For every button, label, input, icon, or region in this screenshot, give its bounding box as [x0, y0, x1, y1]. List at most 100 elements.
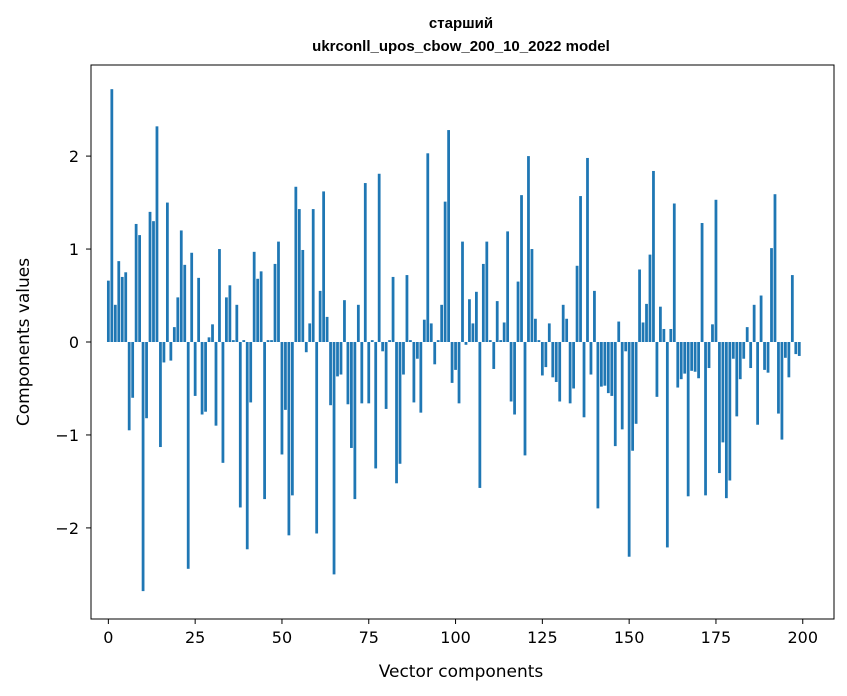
bar	[249, 342, 253, 403]
bar	[770, 248, 773, 342]
bar	[429, 323, 433, 342]
bar	[773, 194, 777, 342]
bar	[565, 318, 569, 342]
bar	[165, 202, 169, 342]
bar	[273, 263, 277, 342]
bar	[544, 342, 548, 368]
y-tick-label: 1	[69, 240, 79, 259]
bar	[329, 342, 332, 406]
bar	[384, 342, 388, 409]
y-axis-label: Components values	[14, 258, 34, 426]
bar	[231, 340, 235, 342]
bar	[162, 342, 166, 363]
bar	[270, 340, 273, 342]
bar	[343, 300, 346, 342]
bar	[738, 342, 742, 380]
bar	[322, 191, 326, 342]
bar	[787, 342, 791, 378]
bar	[617, 321, 621, 342]
bar	[433, 342, 437, 365]
bar	[263, 342, 266, 500]
x-tick-label: 50	[272, 628, 292, 647]
bar	[131, 342, 135, 398]
bar	[690, 342, 694, 371]
bar	[579, 196, 582, 342]
bar	[374, 342, 378, 469]
x-tick-label: 75	[359, 628, 379, 647]
bar	[106, 280, 110, 342]
bar	[749, 342, 753, 369]
bar	[294, 186, 298, 342]
bar	[683, 342, 687, 374]
bar	[138, 235, 141, 342]
bar	[686, 342, 690, 497]
bar	[228, 285, 232, 342]
bar	[336, 342, 339, 377]
bar	[197, 277, 201, 342]
bar	[468, 299, 471, 342]
bar	[707, 342, 711, 369]
bar	[110, 89, 114, 342]
bar	[509, 342, 513, 402]
bar	[124, 272, 128, 342]
bar	[620, 342, 624, 430]
bar	[377, 173, 381, 342]
y-tick-label: 0	[69, 333, 79, 352]
bar	[225, 297, 228, 342]
bar	[568, 342, 572, 404]
bar	[603, 342, 607, 386]
bar	[638, 269, 641, 342]
bar	[478, 342, 482, 488]
bar	[304, 342, 308, 353]
x-tick-label: 0	[103, 628, 113, 647]
bar	[395, 342, 398, 484]
bar	[606, 342, 610, 394]
bar	[766, 342, 770, 373]
bar	[759, 295, 763, 342]
bar	[440, 304, 444, 342]
bar	[745, 327, 749, 342]
bar	[235, 304, 239, 342]
bar	[412, 342, 416, 403]
bar	[547, 323, 551, 342]
bar	[415, 342, 419, 359]
bar	[311, 209, 315, 342]
bar	[756, 342, 760, 425]
bar	[676, 342, 680, 388]
bar	[777, 342, 780, 414]
bar	[443, 201, 447, 342]
bar	[318, 290, 322, 342]
bar	[513, 342, 516, 415]
bar	[641, 322, 645, 342]
bar	[516, 281, 520, 342]
bar	[259, 271, 263, 342]
bar	[662, 328, 666, 342]
y-tick-label: −2	[55, 519, 79, 538]
bar	[422, 319, 426, 342]
bar	[575, 265, 579, 342]
bar	[388, 340, 391, 342]
bar	[582, 342, 586, 418]
bar	[436, 340, 440, 342]
bar	[659, 306, 662, 342]
bar	[672, 203, 676, 342]
bar	[648, 254, 652, 342]
bar	[148, 211, 152, 342]
bar	[297, 209, 301, 342]
bar	[724, 342, 728, 499]
bar	[558, 342, 562, 402]
bar	[447, 130, 451, 342]
bar	[252, 251, 256, 342]
bar	[742, 342, 746, 359]
bar	[370, 340, 374, 342]
bar	[599, 342, 603, 387]
bar	[679, 342, 683, 380]
bar	[763, 342, 766, 370]
bar	[794, 342, 798, 355]
bar	[381, 342, 385, 352]
bar	[721, 342, 725, 443]
bar	[586, 157, 589, 342]
bar-series	[106, 89, 801, 592]
x-tick-label: 150	[614, 628, 645, 647]
bar	[284, 342, 287, 410]
